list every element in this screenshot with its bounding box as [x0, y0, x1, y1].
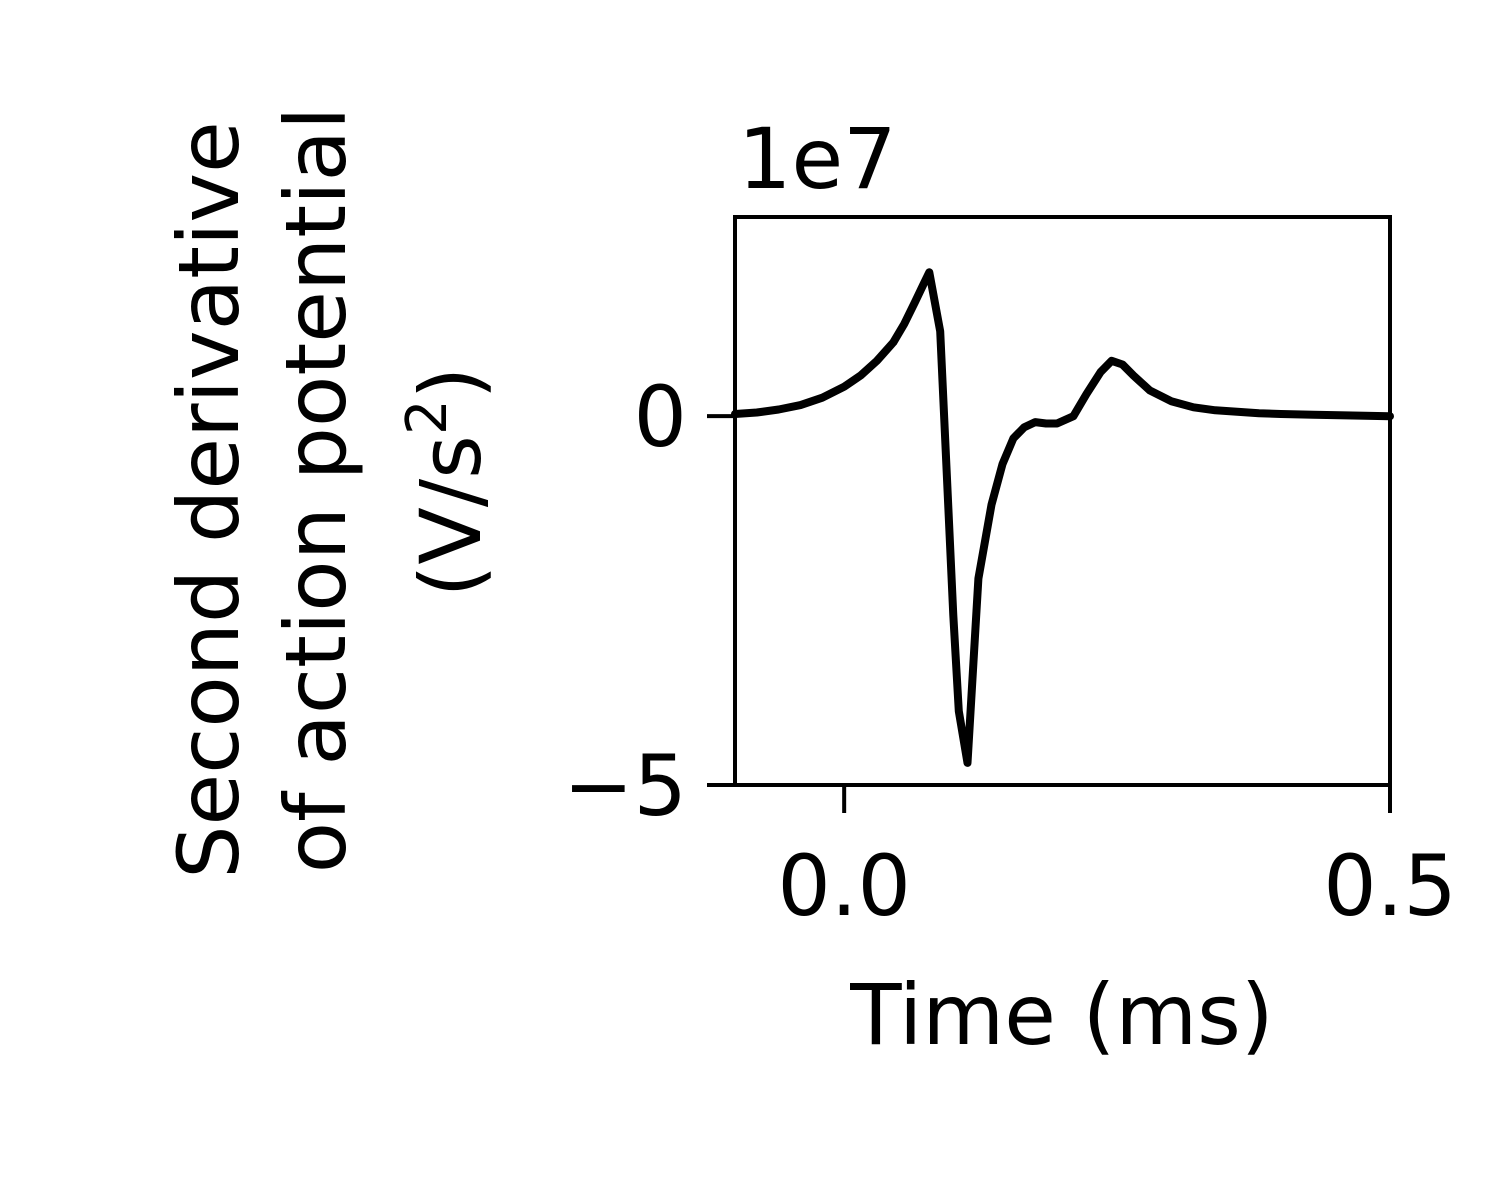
y-axis-title-unit: (V/s — [402, 435, 500, 597]
y-axis-title-line-1: Second derivative — [160, 121, 258, 879]
y-axis-title-line-2: of action potential — [267, 107, 365, 874]
y-axis-title-exponent: 2 — [395, 399, 460, 435]
series-line-0 — [731, 268, 1394, 767]
y-tick-label: −5 — [563, 737, 687, 835]
y-tick-label: 0 — [634, 368, 687, 466]
y-axis-offset-label: 1e7 — [738, 110, 897, 208]
y-axis-title: Second derivative of action potential (V… — [160, 107, 500, 879]
x-tick-label: 0.0 — [777, 837, 911, 935]
y-axis-title-close-paren: ) — [402, 367, 500, 400]
x-tick-label: 0.5 — [1323, 837, 1457, 935]
x-axis-title: Time (ms) — [849, 966, 1273, 1064]
plot-frame — [733, 215, 1392, 787]
y-axis-title-line-3: (V/s2) — [395, 367, 500, 598]
plot-area — [731, 268, 1394, 767]
axes: 0.0 0.5 0 −5 — [563, 215, 1457, 935]
